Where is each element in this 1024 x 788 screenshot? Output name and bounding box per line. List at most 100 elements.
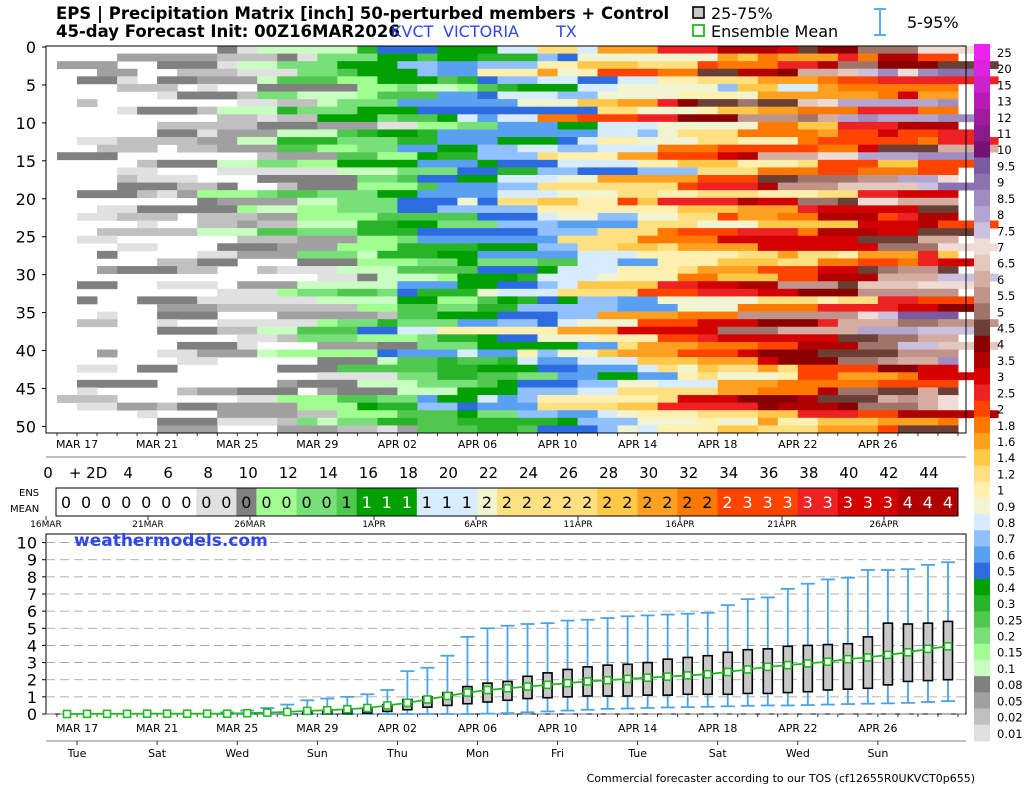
mean-row-value: 0 — [61, 493, 71, 512]
mean-row-date-label: 26APR — [869, 520, 898, 530]
color-scale-label: 12 — [997, 111, 1012, 125]
matrix-cell — [137, 364, 178, 373]
matrix-cell — [377, 129, 418, 138]
matrix-cell — [737, 273, 779, 282]
matrix-cell — [737, 159, 799, 168]
mean-row-cell — [176, 488, 197, 516]
matrix-cell — [177, 190, 198, 199]
matrix-cell — [317, 417, 338, 426]
matrix-cell — [397, 235, 418, 244]
matrix-cell — [577, 68, 599, 77]
mean-row-value: 0 — [161, 493, 171, 512]
matrix-cell — [477, 425, 518, 434]
matrix-cell — [857, 410, 899, 419]
matrix-cell — [557, 190, 619, 199]
matrix-cell — [717, 152, 739, 161]
matrix-cell — [77, 281, 118, 290]
matrix-cell — [657, 46, 719, 54]
matrix-cell — [837, 250, 859, 259]
matrix-cell — [677, 228, 739, 237]
matrix-y-tick-label: 10 — [16, 114, 36, 133]
color-scale-label: 6.5 — [997, 257, 1015, 271]
matrix-cell — [777, 334, 839, 343]
matrix-cell — [557, 159, 579, 168]
matrix-cell — [537, 106, 599, 115]
matrix-cell — [557, 410, 599, 419]
day-axis-label: 30 — [639, 464, 658, 482]
matrix-cell — [477, 114, 498, 123]
matrix-cell — [637, 364, 659, 373]
matrix-cell — [797, 121, 839, 130]
matrix-cell — [597, 334, 659, 343]
lower-y-tick-label: 0 — [27, 705, 37, 724]
matrix-cell — [757, 121, 799, 130]
matrix-cell — [877, 395, 899, 403]
matrix-cell — [637, 175, 699, 183]
lower-x-tick-label: APR 22 — [778, 722, 817, 735]
matrix-cell — [537, 349, 558, 358]
weekday-label: Mon — [466, 747, 489, 760]
matrix-cell — [657, 76, 699, 85]
lower-y-tick-label: 1 — [27, 688, 37, 707]
matrix-cell — [177, 68, 238, 77]
matrix-cell — [197, 137, 238, 145]
mean-row-cell — [697, 488, 718, 516]
color-scale-swatch — [974, 44, 990, 61]
color-scale-swatch — [974, 108, 990, 126]
matrix-cell — [417, 83, 458, 92]
mean-row-cell — [717, 488, 738, 516]
color-scale-swatch — [974, 627, 990, 645]
matrix-cell — [317, 121, 378, 130]
day-axis-label: 26 — [559, 464, 578, 482]
matrix-cell — [938, 357, 959, 366]
matrix-cell — [197, 106, 218, 115]
matrix-cell — [757, 243, 819, 252]
matrix-cell — [437, 326, 498, 335]
matrix-cell — [537, 235, 558, 244]
matrix-cell — [417, 152, 438, 161]
day-axis-label: 16 — [359, 464, 378, 482]
matrix-cell — [317, 190, 378, 199]
matrix-cell — [477, 304, 518, 312]
matrix-cell — [817, 220, 859, 229]
matrix-cell — [257, 220, 298, 229]
color-scale-swatch — [974, 595, 990, 612]
matrix-cell — [757, 288, 799, 297]
color-scale-swatch — [974, 659, 990, 677]
matrix-y-tick-label: 45 — [16, 379, 36, 398]
mean-row-cell — [76, 488, 97, 516]
ensemble-mean-point — [62, 709, 72, 719]
matrix-cell — [697, 372, 719, 381]
legend-mean-swatch — [692, 24, 705, 37]
matrix-cell — [877, 243, 919, 252]
matrix-cell — [437, 114, 458, 123]
matrix-cell — [257, 228, 298, 237]
matrix-cell — [497, 281, 538, 290]
mean-row-value: 3 — [863, 493, 873, 512]
matrix-cell — [517, 144, 558, 153]
matrix-cell — [637, 357, 699, 366]
matrix-cell — [557, 212, 599, 221]
matrix-cell — [757, 182, 779, 191]
ensemble-mean-point — [142, 709, 152, 718]
day-axis-label: 4 — [123, 464, 133, 482]
matrix-cell — [637, 106, 699, 115]
matrix-cell — [938, 76, 999, 85]
matrix-cell — [377, 288, 398, 297]
matrix-cell — [377, 417, 418, 426]
matrix-cell — [757, 197, 799, 206]
matrix-cell — [617, 341, 639, 350]
matrix-cell — [817, 319, 839, 328]
matrix-cell — [357, 144, 398, 153]
matrix-cell — [837, 197, 859, 206]
mean-row-cell — [276, 488, 297, 516]
matrix-cell — [157, 137, 198, 145]
matrix-cell — [877, 311, 899, 320]
color-scale-label: 0.3 — [997, 597, 1015, 611]
color-scale-swatch — [974, 319, 990, 337]
matrix-x-tick-label: APR 14 — [618, 438, 657, 451]
matrix-cell — [918, 250, 939, 259]
matrix-cell — [577, 258, 619, 267]
mean-row-date-label: 16MAR — [30, 520, 62, 530]
matrix-cell — [697, 76, 759, 85]
